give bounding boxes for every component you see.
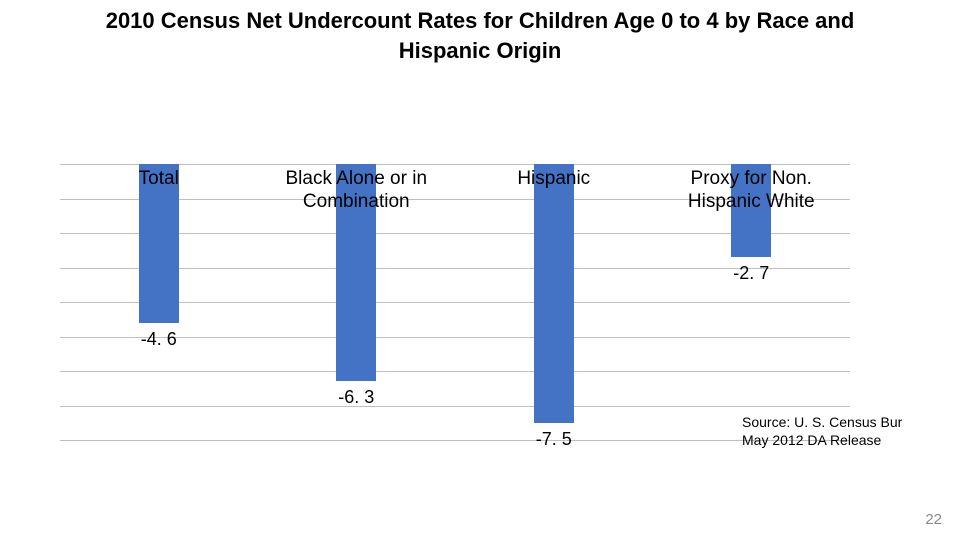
category-label: Proxy for Non. Hispanic White [653, 168, 851, 214]
gridline [60, 371, 850, 372]
source-line-2: May 2012 DA Release [742, 431, 902, 449]
chart-title: 2010 Census Net Undercount Rates for Chi… [0, 6, 960, 65]
category-label: Total [60, 168, 258, 191]
bar-chart: Total -4. 6 Black Alone or in Combination -… [60, 130, 850, 440]
value-label: -7. 5 [514, 429, 594, 450]
source-line-1: Source: U. S. Census Bur [742, 413, 902, 431]
gridline [60, 440, 850, 441]
value-label: -6. 3 [316, 387, 396, 408]
category-label: Hispanic [455, 168, 653, 191]
gridline [60, 406, 850, 407]
page-number: 22 [925, 511, 942, 528]
slide: { "title": "2010 Census Net Undercount R… [0, 0, 960, 540]
category-label: Black Alone or in Combination [258, 168, 456, 214]
source-note: Source: U. S. Census Bur May 2012 DA Rel… [742, 413, 902, 449]
value-label: -4. 6 [119, 329, 199, 350]
bar [534, 164, 574, 422]
value-label: -2. 7 [711, 263, 791, 284]
